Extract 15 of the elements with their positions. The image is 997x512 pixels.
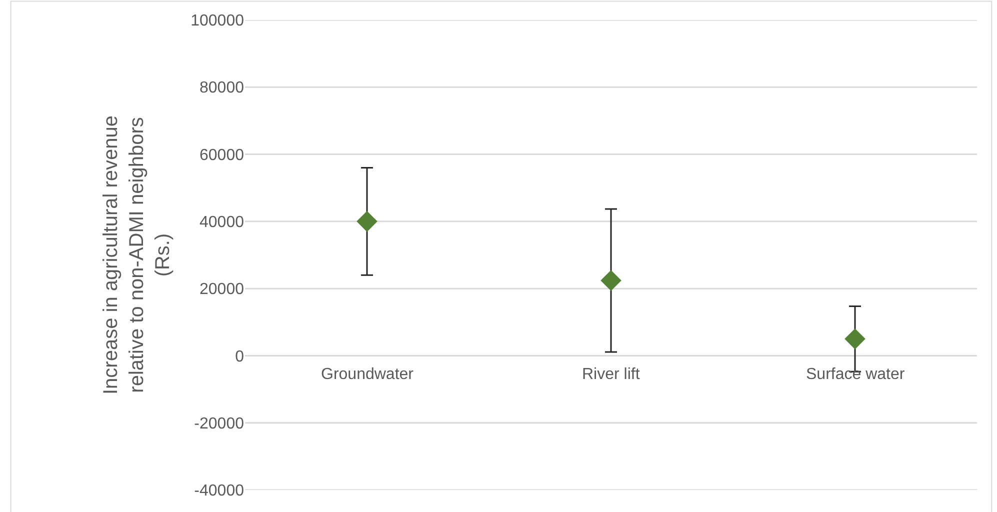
x-tick-label: Groundwater — [321, 366, 414, 383]
y-tick-label: 60000 — [200, 146, 244, 164]
y-tick-label: 20000 — [200, 281, 244, 298]
y-tick-label: -20000 — [194, 415, 244, 432]
y-tick-label: 40000 — [200, 214, 244, 232]
y-tick-label: -40000 — [194, 482, 244, 500]
point — [356, 211, 378, 232]
point — [600, 270, 622, 291]
point — [844, 328, 866, 350]
y-tick-label: 100000 — [190, 12, 244, 30]
x-tick-label: River lift — [582, 366, 640, 383]
y-tick-label: 80000 — [200, 80, 244, 97]
y-tick-label: 0 — [235, 348, 244, 366]
y-axis-title: Increase in agricultural revenue relative to non-ADMI neighbors (Rs.) — [100, 115, 174, 395]
x-tick-label: Surface water — [806, 366, 906, 383]
